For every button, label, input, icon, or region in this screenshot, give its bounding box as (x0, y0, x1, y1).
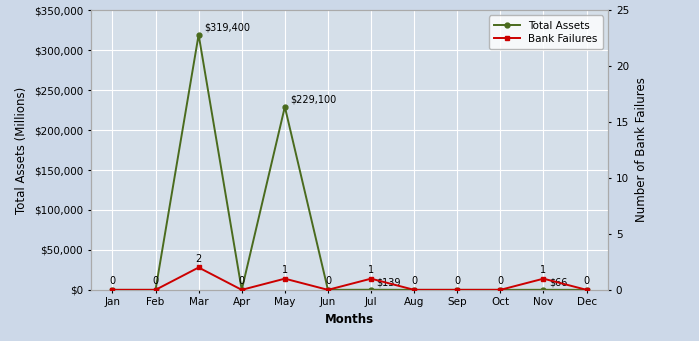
Text: 0: 0 (454, 276, 461, 286)
Bank Failures (582, 288, 591, 292)
Total Assets (453, 288, 461, 292)
Text: 1: 1 (368, 265, 374, 275)
Total Assets (582, 288, 591, 292)
Bank Failures (238, 288, 246, 292)
Text: 0: 0 (238, 276, 245, 286)
Total Assets (367, 288, 375, 292)
Total Assets (540, 288, 548, 292)
Text: 0: 0 (325, 276, 331, 286)
Text: 0: 0 (152, 276, 159, 286)
Total Assets (324, 288, 332, 292)
Line: Bank Failures: Bank Failures (110, 265, 589, 292)
Bank Failures (108, 288, 117, 292)
Text: 0: 0 (109, 276, 115, 286)
Text: $319,400: $319,400 (204, 23, 250, 32)
Bank Failures (367, 277, 375, 281)
Text: $229,100: $229,100 (290, 95, 337, 105)
Y-axis label: Total Assets (Millions): Total Assets (Millions) (15, 86, 29, 214)
Total Assets (108, 288, 117, 292)
Total Assets (151, 288, 159, 292)
X-axis label: Months: Months (325, 313, 374, 326)
Legend: Total Assets, Bank Failures: Total Assets, Bank Failures (489, 15, 603, 49)
Line: Total Assets: Total Assets (110, 32, 589, 292)
Text: 0: 0 (584, 276, 590, 286)
Total Assets (194, 33, 203, 37)
Total Assets (496, 288, 505, 292)
Bank Failures (280, 277, 289, 281)
Bank Failures (496, 288, 505, 292)
Text: 0: 0 (497, 276, 503, 286)
Total Assets (280, 105, 289, 109)
Bank Failures (151, 288, 159, 292)
Text: 1: 1 (540, 265, 547, 275)
Total Assets (410, 288, 418, 292)
Text: 0: 0 (411, 276, 417, 286)
Bank Failures (410, 288, 418, 292)
Total Assets (238, 288, 246, 292)
Bank Failures (540, 277, 548, 281)
Bank Failures (324, 288, 332, 292)
Text: 2: 2 (196, 254, 202, 264)
Text: 1: 1 (282, 265, 288, 275)
Text: $139: $139 (377, 278, 401, 287)
Y-axis label: Number of Bank Failures: Number of Bank Failures (635, 78, 647, 222)
Bank Failures (194, 265, 203, 269)
Bank Failures (453, 288, 461, 292)
Text: $66: $66 (549, 278, 568, 287)
